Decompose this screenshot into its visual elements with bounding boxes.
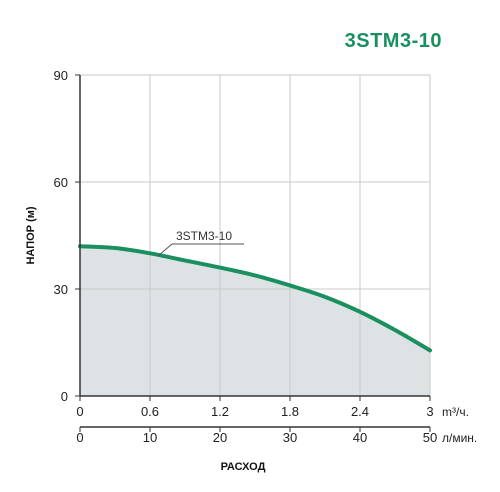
- x-tick-label: 2.4: [351, 404, 369, 419]
- x-secondary-tick-label: 10: [143, 430, 157, 445]
- x-tick-label: 0: [76, 404, 83, 419]
- y-tick-label: 90: [54, 68, 68, 83]
- x-secondary-tick-label: 30: [283, 430, 297, 445]
- x-axis-label: РАСХОД: [221, 461, 266, 473]
- y-tick-label: 0: [61, 389, 68, 404]
- y-tick-label: 30: [54, 282, 68, 297]
- chart-title: 3STM3-10: [344, 30, 442, 52]
- axes: [75, 74, 431, 432]
- x-secondary-tick-label: 40: [353, 430, 367, 445]
- x-tick-label: 1.2: [211, 404, 229, 419]
- x-secondary-tick-label: 0: [76, 430, 83, 445]
- series-line: [78, 244, 432, 353]
- x-tick-label: 1.8: [281, 404, 299, 419]
- x-tick-label: 3: [426, 404, 433, 419]
- curve-area-fill: [80, 246, 430, 396]
- x-primary-unit: m³/ч.: [442, 405, 469, 419]
- x-tick-label: 0.6: [141, 404, 159, 419]
- y-axis-label: НАПОР (м): [25, 206, 37, 264]
- x-secondary-unit: л/мин.: [442, 431, 477, 445]
- series-callout-label: 3STM3-10: [176, 229, 232, 243]
- y-tick-label: 60: [54, 175, 68, 190]
- series-callout-leader: [157, 243, 173, 257]
- x-secondary-tick-label: 20: [213, 430, 227, 445]
- x-secondary-tick-label: 50: [423, 430, 437, 445]
